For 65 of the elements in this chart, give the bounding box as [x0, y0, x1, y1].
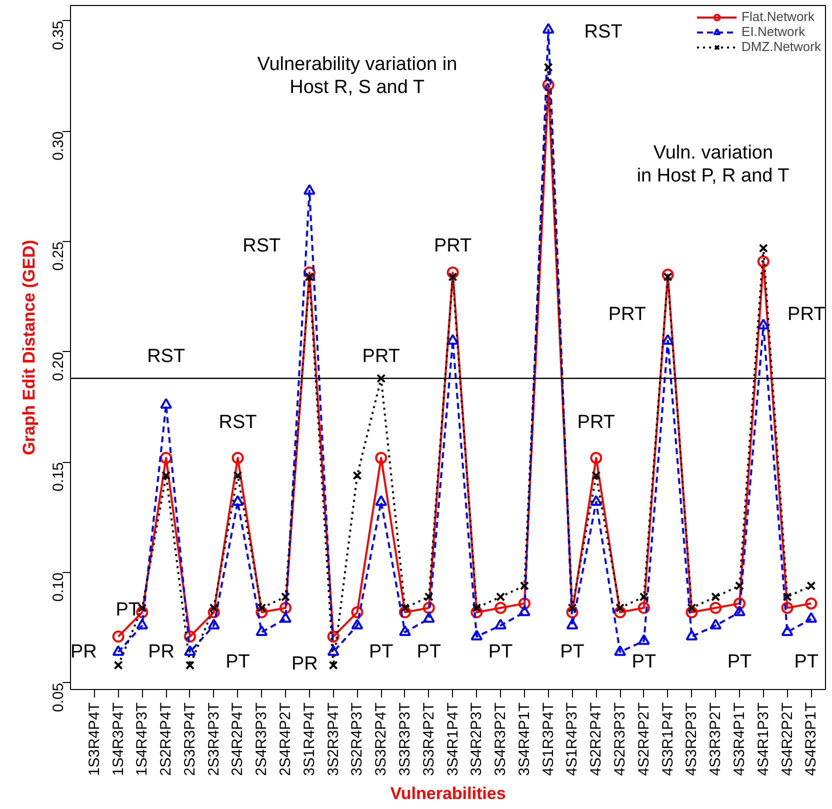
- x-tick-label: 2S3R3P4T: [181, 702, 198, 776]
- x-tick-label: 4S4R3P1T: [802, 702, 820, 776]
- x-tick-label: 4S4R1P3T: [754, 702, 772, 776]
- x-tick-label: 4S3R3P2T: [707, 702, 724, 776]
- y-tick-label: 0.20: [50, 352, 67, 382]
- x-tick-label: 3S4R1P4T: [444, 702, 462, 776]
- x-tick-label: 3S2R3P4T: [324, 702, 342, 776]
- x-tick-label: 2S4R2P4T: [229, 702, 246, 776]
- x-tick-label: 1S4R3P4T: [110, 702, 127, 776]
- annotation: RST: [584, 21, 623, 42]
- annotation: RST: [147, 346, 186, 367]
- x-tick-label: 2S4R4P2T: [277, 702, 294, 776]
- x-tick-label: 4S2R2P4T: [588, 702, 605, 776]
- annotation: PT: [794, 651, 819, 672]
- x-tick-label: 4S2R4P2T: [635, 702, 652, 776]
- annotation: PT: [368, 641, 394, 662]
- annotation: PT: [727, 651, 752, 672]
- legend-label: DMZ.Network: [742, 39, 821, 54]
- annotation: RST: [218, 412, 258, 434]
- y-tick-label: 0.15: [50, 462, 67, 492]
- annotation: PRT: [577, 412, 616, 434]
- x-tick-label: 3S4R3P2T: [492, 702, 510, 776]
- annotation: RST: [242, 236, 282, 257]
- annotation: Vuln. variation in Host P, R and T: [636, 142, 790, 186]
- annotation: PRT: [608, 304, 646, 325]
- x-tick-label: 2S2R4P4T: [158, 702, 175, 776]
- x-tick-label: 3S2R4P3T: [348, 702, 366, 776]
- x-tick-label: 4S4R2P2T: [778, 702, 796, 776]
- x-tick-label: 2S4R3P3T: [253, 702, 270, 776]
- x-tick-label: 3S3R4P2T: [420, 702, 438, 776]
- x-tick-label: 2S3R4P3T: [205, 702, 222, 776]
- x-tick-label: 4S3R4P1T: [730, 702, 748, 776]
- x-tick-label: 3S4R4P1T: [516, 702, 533, 776]
- y-axis-title: Graph Edit Distance (GED): [20, 240, 38, 456]
- x-tick-label: 3S1R4P4T: [300, 702, 318, 776]
- x-tick-label: 4S3R2P3T: [683, 702, 700, 776]
- y-tick-label: 0.10: [50, 572, 67, 602]
- x-axis-title: Vulnerabilities: [390, 784, 506, 803]
- x-tick-label: 1S3R4P4T: [86, 702, 103, 776]
- annotation: PT: [226, 651, 250, 672]
- annotation: PR: [70, 641, 97, 662]
- x-tick-label: 1S4R4P3T: [134, 702, 151, 776]
- x-tick-label: 4S2R3P3T: [612, 702, 629, 776]
- y-tick-label: 0.05: [50, 682, 67, 712]
- y-tick-label: 0.25: [50, 242, 67, 271]
- annotation: PT: [416, 641, 442, 662]
- y-tick-label: 0.35: [50, 20, 67, 50]
- x-tick-label: 3S3R3P3T: [396, 702, 414, 776]
- x-tick-label: 4S3R1P4T: [659, 702, 676, 776]
- annotation: PR: [291, 653, 318, 674]
- annotation: PT: [560, 641, 585, 662]
- legend-label: EI.Network: [742, 24, 806, 39]
- x-tick-label: 3S3R2P4T: [372, 702, 390, 776]
- annotation: PR: [148, 641, 174, 662]
- x-tick-label: 3S4R2P3T: [468, 702, 486, 776]
- y-tick-label: 0.30: [50, 131, 67, 160]
- annotation: PT: [488, 641, 514, 662]
- x-tick-label: 4S1R4P3T: [564, 702, 581, 776]
- annotation: PT: [632, 651, 656, 672]
- annotation: PRT: [362, 346, 400, 367]
- x-tick-label: 4S1R3P4T: [540, 702, 557, 776]
- annotation: Vulnerability variation in Host R, S and T: [257, 54, 458, 98]
- legend-label: Flat.Network: [742, 9, 815, 24]
- annotation: PRT: [788, 304, 826, 325]
- annotation: PRT: [434, 236, 472, 257]
